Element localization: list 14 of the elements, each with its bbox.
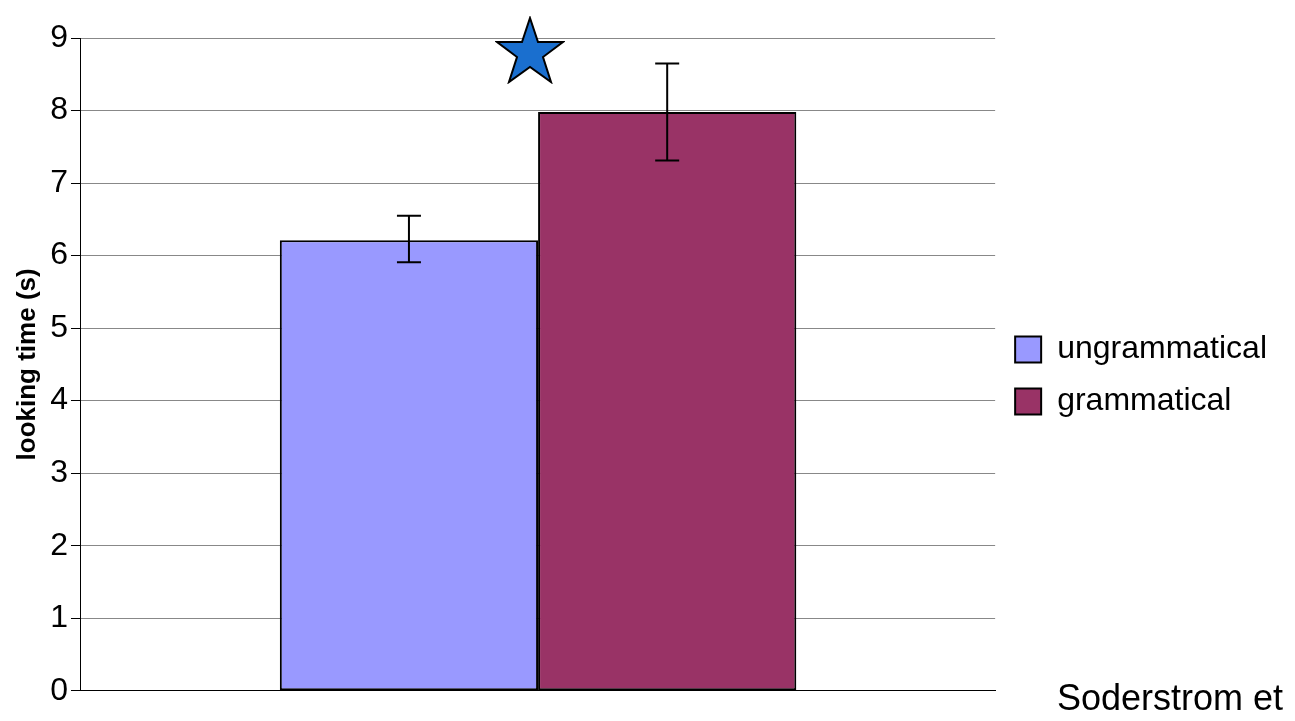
y-tick-label: 0 xyxy=(50,670,68,707)
y-axis-title: looking time (s) xyxy=(10,268,41,461)
legend-label: grammatical xyxy=(1057,381,1232,418)
y-tick-label: 9 xyxy=(50,17,68,54)
legend-label: ungrammatical xyxy=(1057,329,1267,366)
y-tick-label: 5 xyxy=(50,307,68,344)
y-tick-label: 4 xyxy=(50,380,68,417)
y-tick-label: 7 xyxy=(50,162,68,199)
text: Soderstrom et xyxy=(1056,677,1283,719)
y-tick-label: 1 xyxy=(50,598,68,635)
y-tick-label: 3 xyxy=(50,453,68,490)
y-tick-label: 6 xyxy=(50,235,68,272)
y-tick-label: 2 xyxy=(50,525,68,562)
y-tick-label: 8 xyxy=(50,90,68,127)
